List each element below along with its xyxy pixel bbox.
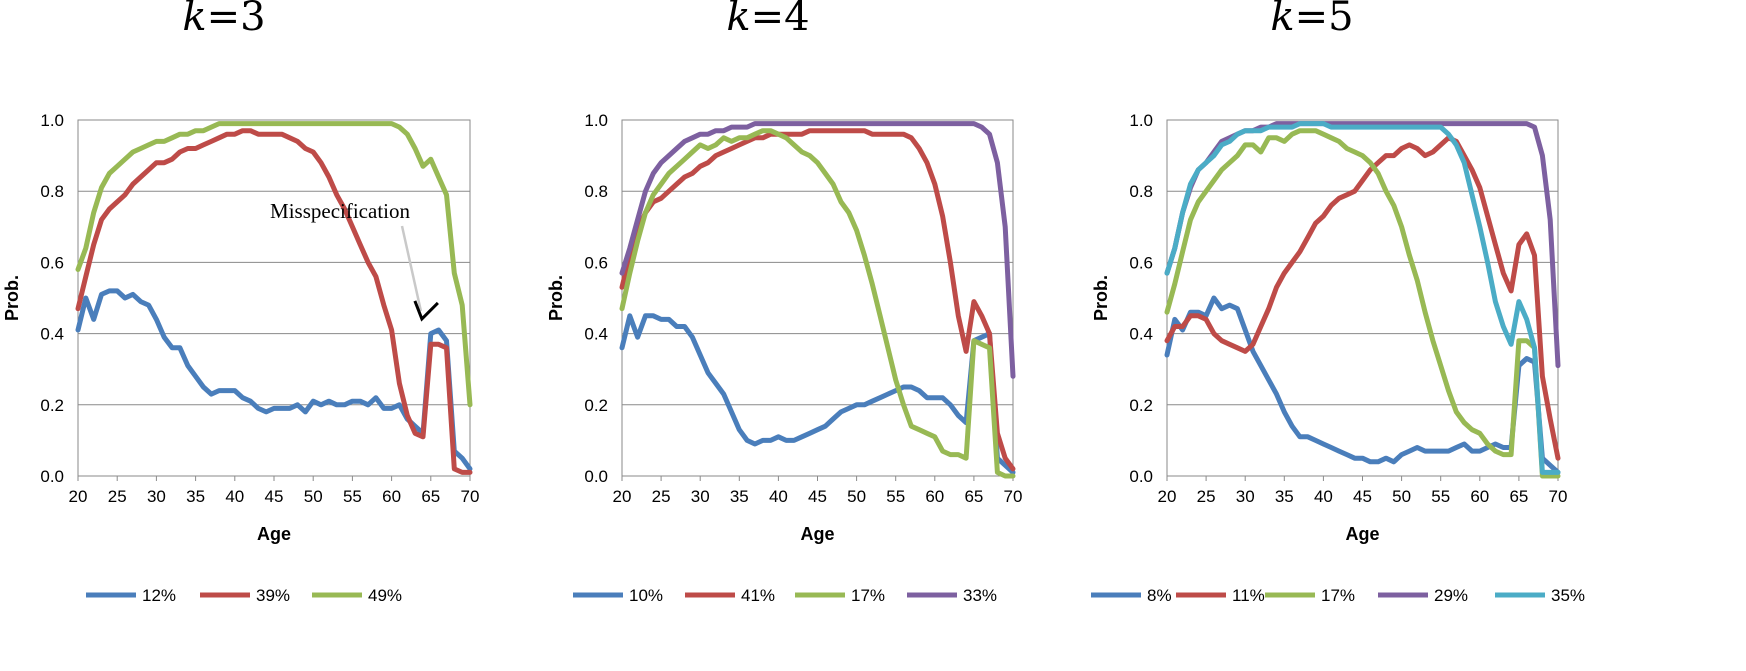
legend-label: 35% bbox=[1551, 586, 1585, 605]
x-tick-label: 35 bbox=[186, 487, 205, 506]
chart-panel-1: k=3 0.0 0.2 0.4 0.6 0.8 1.0 20 25 30 35 40 45 50 55 60 6… bbox=[2, 0, 479, 605]
annotation-text: Misspecification bbox=[270, 199, 410, 223]
chart-title-variable: k bbox=[726, 0, 750, 40]
legend-label: 49% bbox=[368, 586, 402, 605]
legend-label: 11% bbox=[1232, 586, 1265, 605]
x-tick-label: 60 bbox=[382, 487, 401, 506]
series-line-33% bbox=[619, 121, 1016, 379]
legend-label: 10% bbox=[629, 586, 663, 605]
series-line-12% bbox=[75, 288, 473, 472]
plot-area bbox=[1166, 119, 1559, 477]
chart-title: k=3 bbox=[182, 0, 265, 40]
x-tick-label: 35 bbox=[1275, 487, 1294, 506]
x-tick-label: 65 bbox=[421, 487, 440, 506]
x-tick-label: 20 bbox=[613, 487, 632, 506]
chart-panel-3: k=5 0.0 0.2 0.4 0.6 0.8 1.0 20 25 30 35 40 45 50 55 60 6… bbox=[1091, 0, 1585, 605]
x-tick-label: 40 bbox=[1314, 487, 1333, 506]
series-line-41% bbox=[619, 128, 1016, 472]
x-tick-label: 25 bbox=[1197, 487, 1216, 506]
series-line-17% bbox=[619, 128, 1016, 479]
series-line-17% bbox=[1164, 128, 1561, 479]
y-tick-label: 0.4 bbox=[40, 325, 64, 344]
x-tick-label: 55 bbox=[1431, 487, 1450, 506]
x-tick-label: 45 bbox=[265, 487, 284, 506]
series-line-29% bbox=[1164, 121, 1561, 369]
y-axis-label: Prob. bbox=[546, 275, 566, 321]
chart-title-variable: k bbox=[182, 0, 206, 40]
x-tick-label: 50 bbox=[847, 487, 866, 506]
x-tick-label: 30 bbox=[1236, 487, 1255, 506]
y-tick-label: 0.2 bbox=[584, 396, 608, 415]
y-tick-label: 0.6 bbox=[584, 253, 608, 272]
y-axis-label: Prob. bbox=[2, 275, 22, 321]
legend-label: 29% bbox=[1434, 586, 1468, 605]
legend-label: 41% bbox=[741, 586, 775, 605]
series-line-8% bbox=[1164, 295, 1561, 475]
x-axis-label: Age bbox=[257, 524, 291, 544]
x-tick-label: 70 bbox=[1549, 487, 1568, 506]
chart-panel-2: k=4 0.0 0.2 0.4 0.6 0.8 1.0 20 25 30 35 40 45 50 55 60 6… bbox=[546, 0, 1022, 605]
legend-label: 17% bbox=[851, 586, 885, 605]
x-tick-label: 70 bbox=[1004, 487, 1023, 506]
annotation-arrowhead bbox=[413, 300, 439, 322]
series-line-35% bbox=[1164, 121, 1561, 475]
x-tick-label: 40 bbox=[225, 487, 244, 506]
x-tick-label: 45 bbox=[1353, 487, 1372, 506]
x-axis-label: Age bbox=[800, 524, 834, 544]
legend-label: 33% bbox=[963, 586, 997, 605]
y-tick-label: 0.2 bbox=[40, 396, 64, 415]
series-line-11% bbox=[1164, 135, 1561, 461]
y-tick-label: 0.6 bbox=[1129, 253, 1153, 272]
x-tick-label: 60 bbox=[1470, 487, 1489, 506]
chart-title-value: =3 bbox=[207, 0, 266, 40]
legend-label: 12% bbox=[142, 586, 176, 605]
x-tick-label: 65 bbox=[964, 487, 983, 506]
y-tick-label: 0.8 bbox=[584, 182, 608, 201]
y-tick-label: 0.2 bbox=[1129, 396, 1153, 415]
x-tick-label: 20 bbox=[69, 487, 88, 506]
y-tick-label: 0.0 bbox=[1129, 467, 1153, 486]
chart-title-variable: k bbox=[1270, 0, 1294, 40]
legend-label: 39% bbox=[256, 586, 290, 605]
y-tick-label: 0.8 bbox=[1129, 182, 1153, 201]
y-tick-label: 0.0 bbox=[584, 467, 608, 486]
x-tick-label: 30 bbox=[147, 487, 166, 506]
y-tick-label: 0.8 bbox=[40, 182, 64, 201]
chart-title-value: =4 bbox=[751, 0, 810, 40]
chart-title: k=4 bbox=[726, 0, 809, 40]
annotation-pointer bbox=[400, 225, 423, 312]
series-line-39% bbox=[75, 128, 473, 475]
legend-label: 8% bbox=[1147, 586, 1172, 605]
y-tick-label: 1.0 bbox=[584, 111, 608, 130]
x-tick-label: 45 bbox=[808, 487, 827, 506]
y-tick-label: 0.4 bbox=[584, 325, 608, 344]
x-tick-label: 30 bbox=[691, 487, 710, 506]
x-tick-label: 55 bbox=[886, 487, 905, 506]
legend-label: 17% bbox=[1321, 586, 1355, 605]
chart-title: k=5 bbox=[1270, 0, 1353, 40]
y-tick-label: 0.4 bbox=[1129, 325, 1153, 344]
x-tick-label: 20 bbox=[1158, 487, 1177, 506]
y-tick-label: 0.0 bbox=[40, 467, 64, 486]
y-tick-label: 0.6 bbox=[40, 253, 64, 272]
x-axis-label: Age bbox=[1345, 524, 1379, 544]
x-tick-label: 40 bbox=[769, 487, 788, 506]
y-axis-label: Prob. bbox=[1091, 275, 1111, 321]
x-tick-label: 55 bbox=[343, 487, 362, 506]
series-line-49% bbox=[75, 121, 473, 408]
x-tick-label: 35 bbox=[730, 487, 749, 506]
x-tick-label: 25 bbox=[652, 487, 671, 506]
x-tick-label: 50 bbox=[1392, 487, 1411, 506]
x-tick-label: 25 bbox=[108, 487, 127, 506]
x-tick-label: 50 bbox=[304, 487, 323, 506]
y-tick-label: 1.0 bbox=[1129, 111, 1153, 130]
x-tick-label: 65 bbox=[1509, 487, 1528, 506]
chart-title-value: =5 bbox=[1295, 0, 1354, 40]
y-tick-label: 1.0 bbox=[40, 111, 64, 130]
x-tick-label: 70 bbox=[461, 487, 480, 506]
x-tick-label: 60 bbox=[925, 487, 944, 506]
series-line-10% bbox=[619, 313, 1016, 475]
